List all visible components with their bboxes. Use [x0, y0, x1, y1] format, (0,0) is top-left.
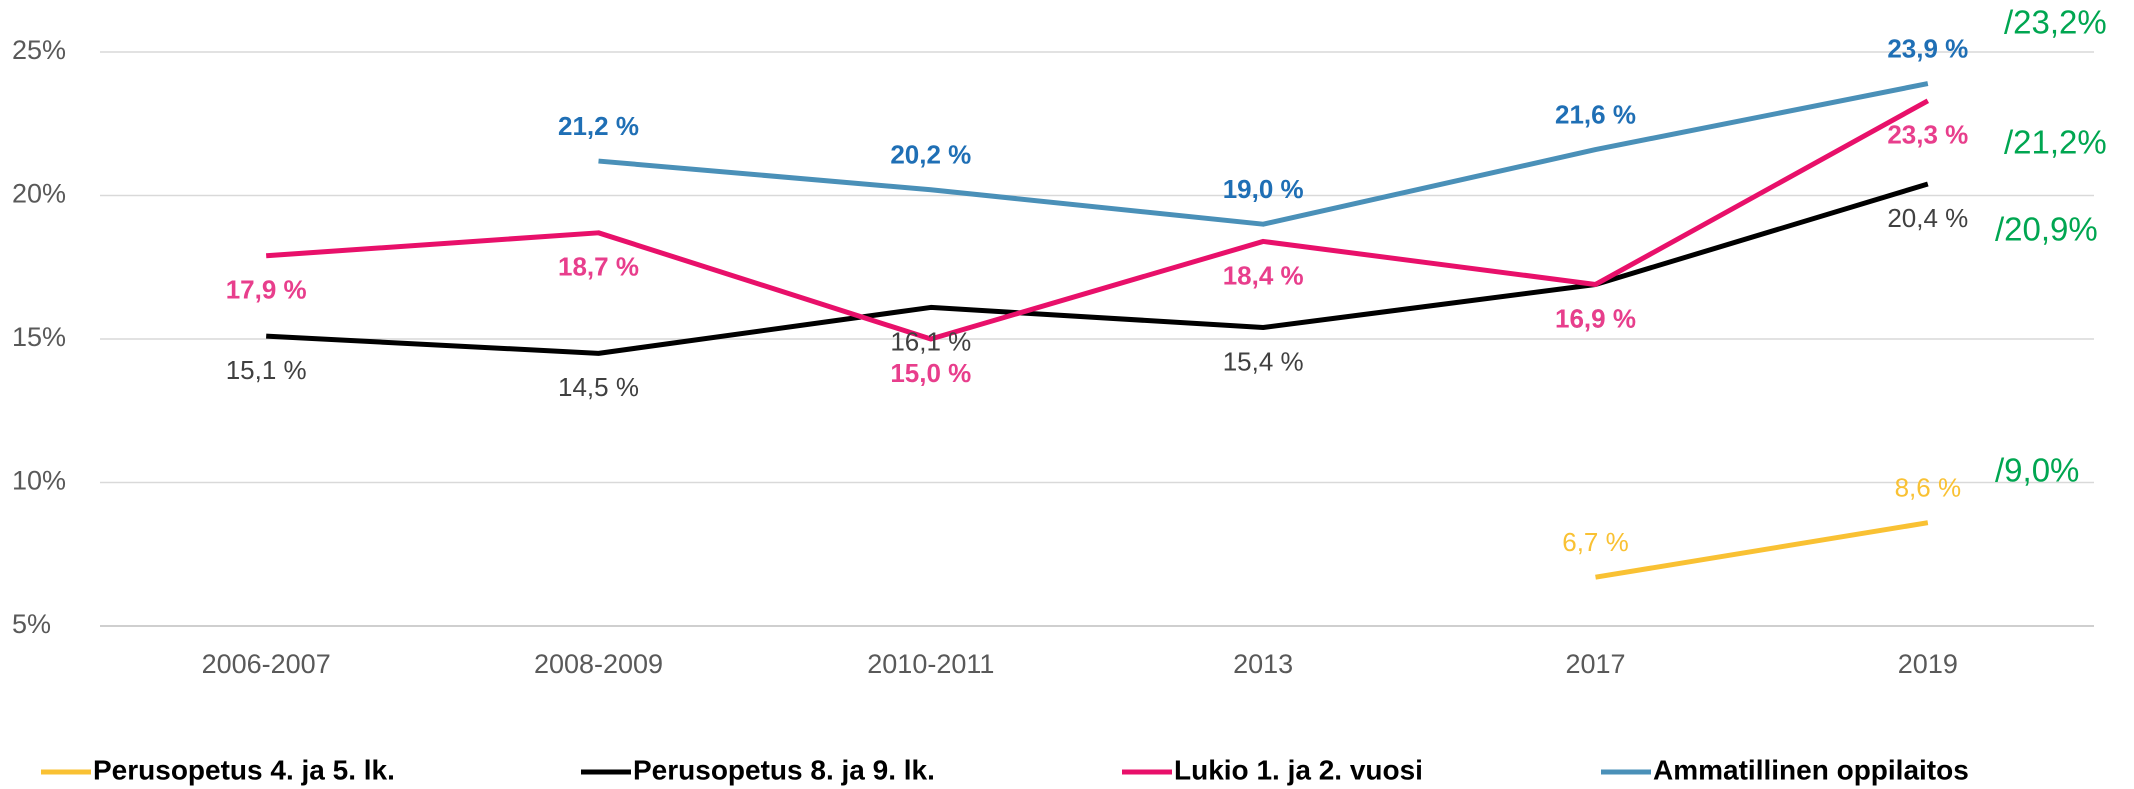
y-tick-label: 25% [12, 35, 66, 65]
data-label: 6,7 % [1562, 527, 1629, 557]
annotation: /20,9% [1995, 211, 2098, 248]
x-tick-label: 2017 [1565, 649, 1625, 679]
data-label: 20,4 % [1887, 203, 1968, 233]
legend-label: Perusopetus 8. ja 9. lk. [633, 754, 935, 785]
y-tick-label: 5% [12, 609, 51, 639]
data-label: 15,4 % [1223, 346, 1304, 376]
data-label: 18,4 % [1223, 260, 1304, 290]
data-label: 23,9 % [1887, 33, 1968, 63]
legend-label: Perusopetus 4. ja 5. lk. [93, 754, 395, 785]
annotation: /9,0% [1995, 452, 2079, 489]
data-label: 23,3 % [1887, 120, 1968, 150]
data-label: 16,9 % [1555, 303, 1636, 333]
data-label: 17,9 % [226, 275, 307, 305]
data-label: 21,6 % [1555, 99, 1636, 129]
y-tick-label: 10% [12, 466, 66, 496]
series-line [598, 81, 1929, 227]
legend-label: Ammatillinen oppilaitos [1653, 754, 1969, 785]
y-tick-label: 15% [12, 322, 66, 352]
data-label: 20,2 % [890, 140, 971, 170]
x-tick-label: 2006-2007 [202, 649, 331, 679]
x-tick-label: 2013 [1233, 649, 1293, 679]
annotation: /21,2% [2004, 124, 2107, 161]
series-line [1595, 520, 1929, 580]
x-tick-label: 2008-2009 [534, 649, 663, 679]
data-label: 15,0 % [890, 358, 971, 388]
y-tick-label: 20% [12, 179, 66, 209]
data-label: 19,0 % [1223, 174, 1304, 204]
x-tick-label: 2019 [1898, 649, 1958, 679]
legend-label: Lukio 1. ja 2. vuosi [1174, 754, 1423, 785]
x-tick-label: 2010-2011 [867, 649, 994, 679]
data-label: 8,6 % [1895, 473, 1962, 503]
data-label: 21,2 % [558, 111, 639, 141]
data-label: 16,9 % [1555, 303, 1636, 333]
data-label: 18,7 % [558, 252, 639, 282]
data-label: 16,1 % [890, 326, 971, 356]
series-line [266, 181, 1929, 356]
data-label: 15,1 % [226, 355, 307, 385]
data-label: 14,5 % [558, 372, 639, 402]
series-line [265, 98, 1930, 342]
annotation: /23,2% [2004, 4, 2107, 41]
